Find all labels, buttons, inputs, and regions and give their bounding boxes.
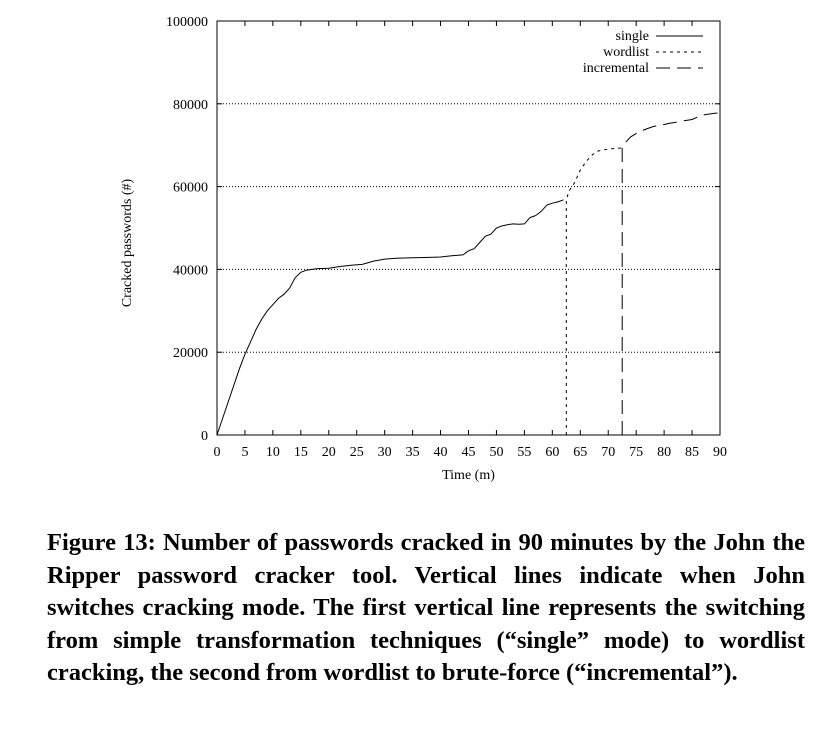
x-tick-label: 50 <box>489 445 503 460</box>
y-tick-label: 40000 <box>173 263 208 278</box>
y-tick-label: 20000 <box>173 346 208 361</box>
y-tick-label: 60000 <box>173 181 208 196</box>
x-tick-label: 40 <box>434 445 448 460</box>
y-tick-label: 80000 <box>173 98 208 113</box>
legend-label: incremental <box>583 61 649 76</box>
axis-ticks: 0 20000 40000 60000 80000 100000 0 5 10 15 20 25 30 3… <box>166 15 727 460</box>
x-tick-label: 20 <box>322 445 336 460</box>
x-axis-label: Time (m) <box>442 468 495 483</box>
x-tick-label: 5 <box>241 445 248 460</box>
x-tick-label: 70 <box>601 445 615 460</box>
legend-label: single <box>616 29 649 44</box>
x-tick-label: 75 <box>629 445 643 460</box>
x-tick-label: 65 <box>573 445 587 460</box>
figure-caption: Figure 13: Number of passwords cracked i… <box>47 529 805 686</box>
y-tick-label: 0 <box>201 429 208 444</box>
series-line-wordlist <box>565 147 623 435</box>
plot-frame <box>216 20 721 436</box>
x-tick-label: 15 <box>294 445 308 460</box>
x-tick-label: 35 <box>406 445 420 460</box>
x-tick-label: 55 <box>517 445 531 460</box>
x-tick-label: 0 <box>214 445 221 460</box>
y-axis-label: Cracked passwords (#) <box>120 179 135 308</box>
series-lines <box>216 112 721 436</box>
series-line-incremental <box>621 112 721 435</box>
x-tick-label: 25 <box>350 445 364 460</box>
legend-label: wordlist <box>603 45 649 60</box>
x-tick-label: 30 <box>378 445 392 460</box>
x-tick-label: 80 <box>657 445 671 460</box>
password-cracking-chart: 0 20000 40000 60000 80000 100000 0 5 10 15 20 25 30 3… <box>120 15 727 483</box>
y-tick-label: 100000 <box>166 15 208 30</box>
x-tick-label: 10 <box>266 445 280 460</box>
x-tick-label: 45 <box>462 445 476 460</box>
series-line-single <box>216 199 564 436</box>
grid-lines <box>217 103 720 353</box>
x-tick-label: 90 <box>713 445 727 460</box>
x-tick-label: 60 <box>545 445 559 460</box>
x-tick-label: 85 <box>685 445 699 460</box>
